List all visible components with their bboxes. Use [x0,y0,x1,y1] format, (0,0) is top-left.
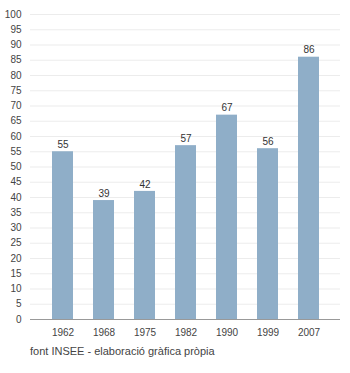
svg-text:42: 42 [139,179,151,190]
svg-text:100: 100 [5,9,22,20]
svg-text:50: 50 [10,161,22,172]
svg-text:56: 56 [262,136,274,147]
svg-text:1968: 1968 [93,327,116,338]
svg-text:70: 70 [10,100,22,111]
svg-text:10: 10 [10,283,22,294]
svg-text:45: 45 [10,176,22,187]
svg-text:90: 90 [10,39,22,50]
svg-text:55: 55 [57,139,69,150]
svg-text:1982: 1982 [175,327,198,338]
svg-text:85: 85 [10,54,22,65]
svg-text:35: 35 [10,207,22,218]
svg-text:0: 0 [16,314,22,325]
svg-text:1999: 1999 [257,327,280,338]
svg-text:57: 57 [180,133,192,144]
svg-text:15: 15 [10,268,22,279]
svg-text:80: 80 [10,70,22,81]
svg-text:60: 60 [10,131,22,142]
svg-text:95: 95 [10,24,22,35]
svg-text:86: 86 [303,44,315,55]
svg-text:1990: 1990 [216,327,239,338]
svg-text:30: 30 [10,222,22,233]
svg-text:5: 5 [16,298,22,309]
svg-text:1962: 1962 [52,327,75,338]
svg-text:39: 39 [98,188,110,199]
svg-text:25: 25 [10,237,22,248]
svg-text:55: 55 [10,146,22,157]
svg-text:20: 20 [10,253,22,264]
svg-text:65: 65 [10,115,22,126]
svg-text:40: 40 [10,192,22,203]
svg-text:67: 67 [221,102,233,113]
svg-text:1975: 1975 [134,327,157,338]
svg-text:2007: 2007 [298,327,321,338]
svg-text:75: 75 [10,85,22,96]
html-text:font INSEE - elaboració gràfic: font INSEE - elaboració gràfica pròpia [30,345,215,357]
